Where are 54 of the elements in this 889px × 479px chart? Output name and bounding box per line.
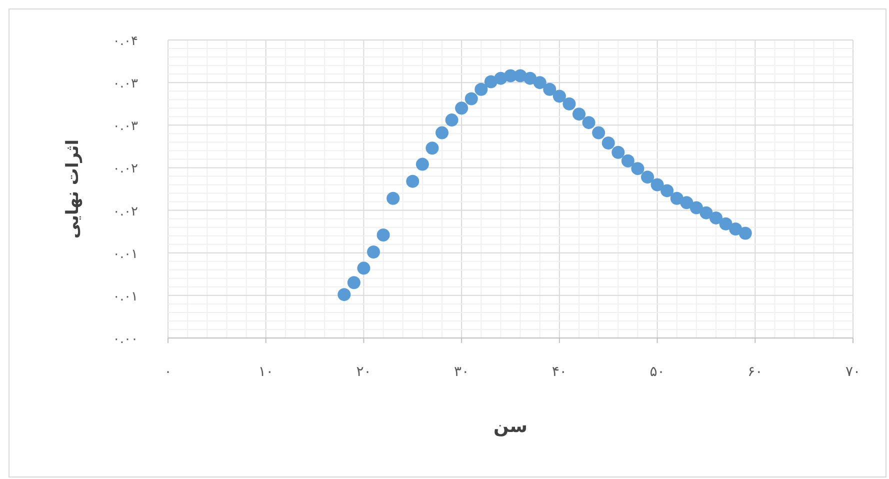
point	[641, 170, 654, 184]
x-tick-label: ۵۰	[650, 364, 665, 380]
y-tick-label: ۰.۰۱	[112, 246, 138, 262]
point	[474, 82, 488, 96]
point	[533, 76, 546, 90]
x-axis-title: سن	[494, 416, 528, 437]
point	[690, 201, 703, 214]
point	[406, 174, 420, 188]
x-tick-label: ۴۰	[552, 364, 567, 380]
y-tick-label: ۰.۰۳	[112, 76, 138, 92]
point	[719, 217, 732, 230]
point	[416, 158, 429, 171]
point	[552, 90, 566, 103]
point	[572, 108, 586, 121]
point	[445, 114, 458, 127]
x-tick-label: ۶۰	[748, 364, 763, 380]
point	[729, 222, 742, 236]
x-tick-label: ۳۰	[454, 364, 470, 380]
y-axis-title: اثرات نهایی	[63, 139, 83, 239]
point	[631, 162, 644, 176]
point	[592, 126, 606, 140]
point	[700, 206, 713, 220]
y-tick-label: ۰.۰۳	[112, 119, 138, 134]
point	[455, 102, 468, 115]
point	[338, 288, 351, 302]
y-tick-label: ۰.۰۴	[112, 34, 138, 49]
point	[357, 262, 370, 275]
point	[524, 72, 537, 85]
point	[680, 196, 694, 210]
point	[582, 116, 596, 130]
point	[426, 142, 439, 155]
x-tick-label: ۰	[164, 364, 172, 380]
y-tick-label: ۰.۰۱	[112, 289, 138, 304]
x-tick-label: ۲۰	[356, 364, 372, 380]
point	[464, 92, 478, 106]
point	[436, 126, 448, 140]
point	[367, 246, 380, 259]
y-tick-label: ۰.۰۲	[112, 204, 138, 220]
point	[602, 136, 615, 150]
point	[738, 226, 752, 240]
x-tick-label: ۱۰	[258, 364, 274, 380]
point	[347, 276, 360, 290]
point	[710, 211, 722, 224]
point	[660, 184, 674, 198]
point	[543, 82, 556, 96]
x-tick-label: ۷۰	[845, 364, 861, 380]
point	[612, 146, 625, 159]
y-tick-label: ۰.۰۲	[112, 162, 138, 177]
point	[621, 154, 634, 168]
point	[376, 228, 390, 242]
point	[386, 192, 400, 205]
point	[562, 97, 576, 110]
y-tick-label: ۰.۰۰	[112, 332, 138, 347]
point	[650, 178, 664, 192]
